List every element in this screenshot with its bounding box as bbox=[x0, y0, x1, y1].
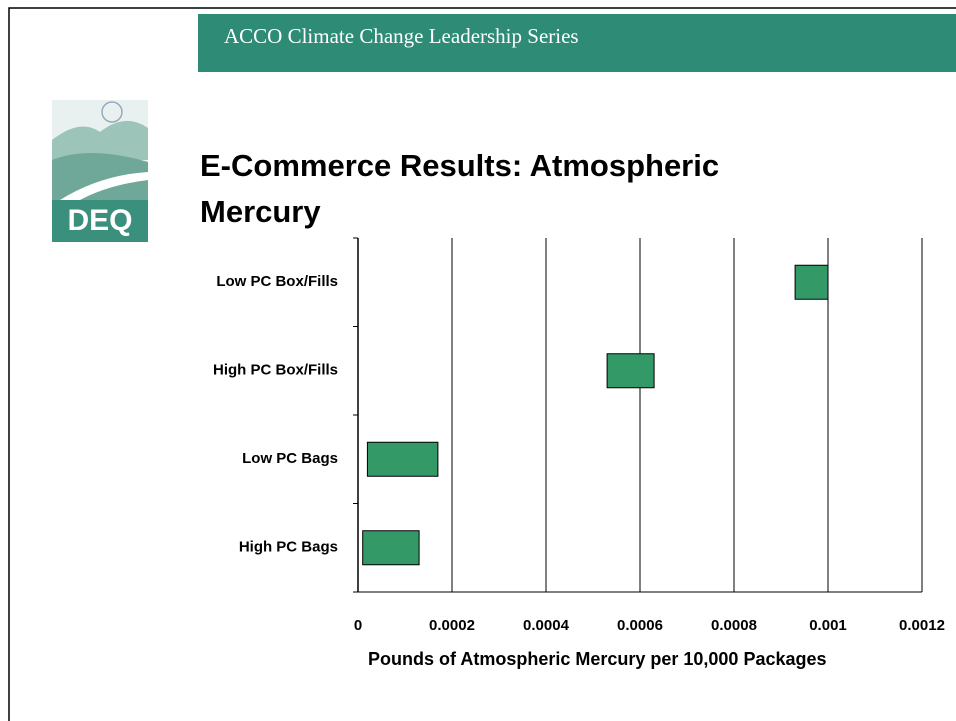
logo-land bbox=[52, 152, 148, 200]
chart-title: E-Commerce Results: Atmospheric Mercury bbox=[200, 148, 720, 229]
x-tick-label: 0.001 bbox=[809, 617, 847, 634]
x-tick-label: 0.0002 bbox=[429, 617, 475, 634]
bar bbox=[366, 441, 439, 477]
x-tick-label: 0.0004 bbox=[523, 617, 570, 634]
x-tick-label: 0 bbox=[354, 617, 362, 634]
bar bbox=[794, 264, 829, 300]
x-tick-label: 0.0006 bbox=[617, 617, 663, 634]
logo-band bbox=[52, 200, 148, 242]
bar bbox=[606, 353, 655, 389]
header-title: ACCO Climate Change Leadership Series bbox=[224, 24, 579, 48]
bar bbox=[362, 530, 420, 566]
logo-text: DEQ bbox=[67, 204, 132, 237]
y-tick-label: Low PC Box/Fills bbox=[216, 273, 338, 290]
logo-sun bbox=[101, 101, 123, 123]
logo-river bbox=[60, 172, 148, 200]
logo-hills bbox=[52, 120, 148, 160]
slide-frame bbox=[8, 7, 956, 721]
logo: DEQ bbox=[52, 100, 148, 242]
x-axis-label: Pounds of Atmospheric Mercury per 10,000… bbox=[368, 649, 827, 669]
header-bar bbox=[198, 14, 956, 72]
x-tick-label: 0.0012 bbox=[899, 617, 945, 634]
x-tick-label: 0.0008 bbox=[711, 617, 757, 634]
y-tick-label: Low PC Bags bbox=[242, 450, 338, 467]
y-tick-label: High PC Box/Fills bbox=[213, 362, 338, 379]
y-tick-label: High PC Bags bbox=[239, 539, 338, 556]
